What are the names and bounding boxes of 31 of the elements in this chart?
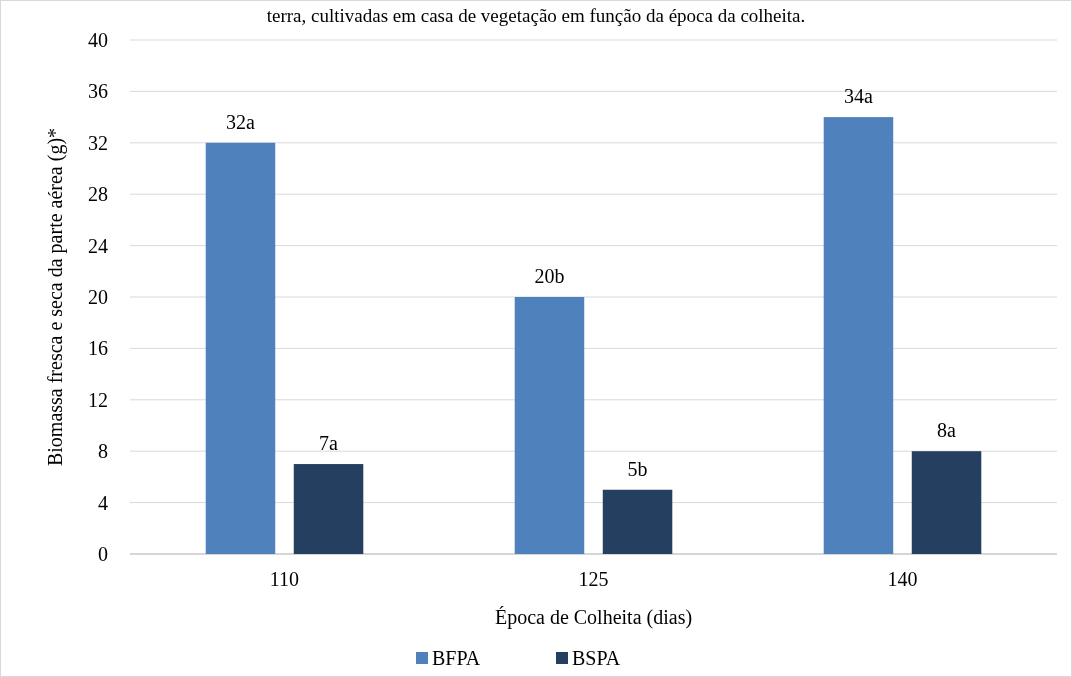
data-label: 8a: [937, 419, 957, 442]
y-tick-label: 4: [98, 491, 108, 514]
y-axis-title: Biomassa fresca e seca da parte aérea (g)*: [44, 127, 67, 467]
y-tick-label: 16: [88, 337, 108, 360]
bar: [205, 142, 276, 554]
chart-title: terra, cultivadas em casa de vegetação em função da época da colheita.: [266, 5, 806, 26]
y-tick-label: 24: [88, 234, 108, 257]
data-label: 5b: [627, 457, 648, 480]
legend-label: BFPA: [432, 647, 481, 669]
bar: [514, 297, 585, 554]
data-label: 34a: [844, 85, 874, 108]
data-label: 7a: [319, 432, 339, 455]
x-tick-label: 125: [578, 568, 609, 590]
y-tick-label: 36: [88, 80, 108, 103]
y-tick-label: 0: [98, 543, 108, 565]
y-tick-label: 32: [88, 131, 108, 154]
y-tick-label: 28: [88, 183, 108, 206]
data-label: 32a: [226, 110, 256, 133]
y-tick-label: 20: [88, 286, 108, 308]
legend-label: BSPA: [572, 647, 621, 669]
y-tick-label: 8: [98, 440, 108, 463]
x-tick-label: 140: [887, 568, 918, 590]
bar: [602, 489, 673, 554]
bar: [823, 117, 894, 554]
bar: [293, 464, 364, 554]
y-tick-label: 40: [88, 29, 108, 51]
x-tick-label: 110: [269, 568, 300, 590]
bar: [911, 451, 982, 554]
x-axis-title: Época de Colheita (dias): [494, 606, 693, 629]
data-label: 20b: [534, 265, 565, 287]
y-tick-label: 12: [88, 388, 108, 411]
